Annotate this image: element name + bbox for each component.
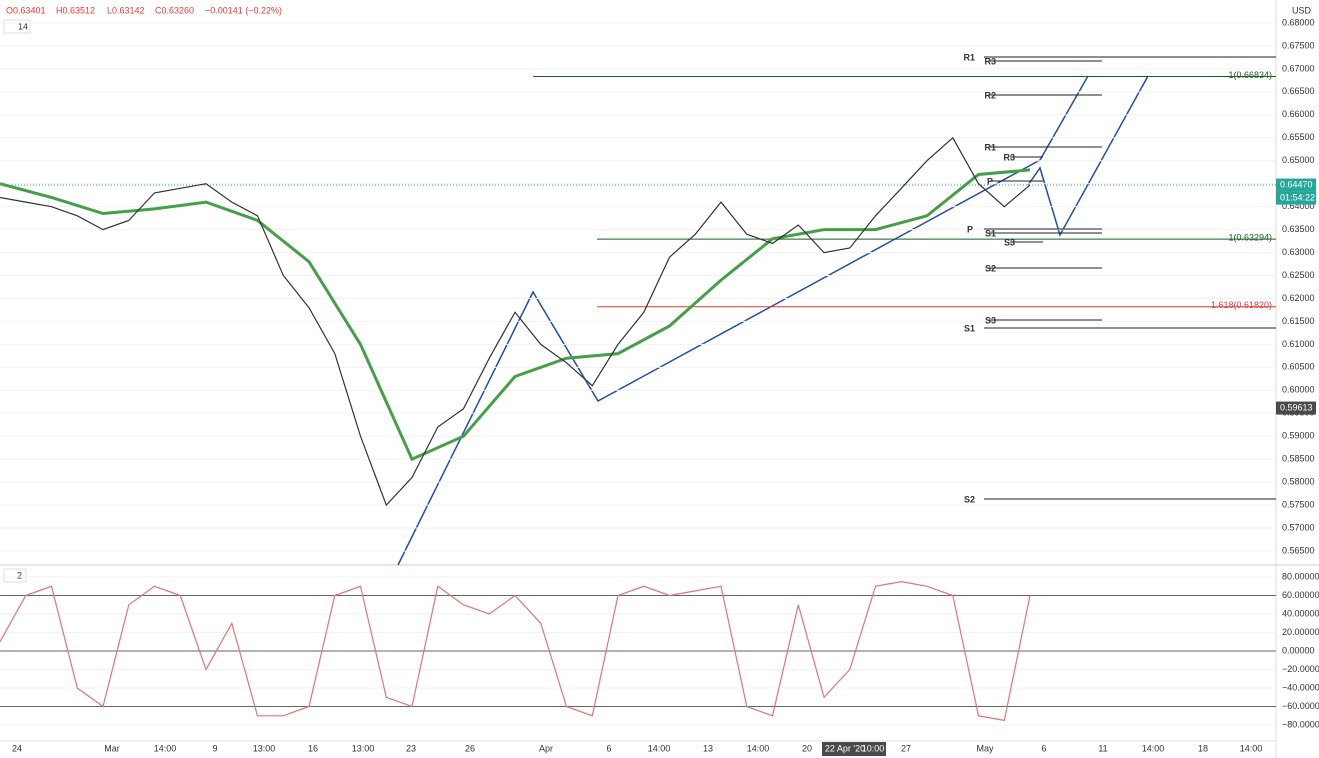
price-label: 0.68000 xyxy=(1282,17,1315,27)
time-label: 6 xyxy=(606,743,611,753)
ohlc-low: L0.63142 xyxy=(107,5,145,15)
price-label: 0.61500 xyxy=(1282,316,1315,326)
pivot-label: R3 xyxy=(984,56,996,66)
pivot-label: R2 xyxy=(984,90,996,100)
price-tag xyxy=(1276,178,1316,192)
pivot-label: S2 xyxy=(964,494,975,504)
price-label: 0.57500 xyxy=(1282,499,1315,509)
price-label: 0.58000 xyxy=(1282,477,1315,487)
price-label: 0.67500 xyxy=(1282,40,1315,50)
time-label: 13:00 xyxy=(253,743,276,753)
time-label: 20 xyxy=(802,743,812,753)
time-label: 14:00 xyxy=(1240,743,1263,753)
pivot-label: R1 xyxy=(963,52,975,62)
osc-label: 40.00000 xyxy=(1282,608,1319,618)
crosshair-time-box xyxy=(822,742,886,756)
price-label: 0.65000 xyxy=(1282,155,1315,165)
osc-label: 80.00000 xyxy=(1282,571,1319,581)
time-label: 14:00 xyxy=(747,743,770,753)
time-label: 18 xyxy=(1198,743,1208,753)
osc-label: 60.00000 xyxy=(1282,590,1319,600)
pane-label[interactable]: 14 xyxy=(18,21,28,31)
pivot-label: S3 xyxy=(1004,237,1015,247)
price-tag-label: 0.59613 xyxy=(1280,402,1313,412)
price-tag xyxy=(1276,191,1316,205)
osc-label: −60.00000 xyxy=(1282,701,1319,711)
price-label: 0.59000 xyxy=(1282,431,1315,441)
price-label: 0.62500 xyxy=(1282,270,1315,280)
time-label: May xyxy=(976,743,994,753)
pivot-label: P xyxy=(967,224,973,234)
time-label: 23 xyxy=(406,743,416,753)
pivot-label: S2 xyxy=(985,263,996,273)
time-label: 13:00 xyxy=(352,743,375,753)
price-tag xyxy=(1276,401,1316,415)
time-label: Apr xyxy=(539,743,553,753)
price-label: 0.56500 xyxy=(1282,545,1315,555)
ohlc-open: O0.63401 xyxy=(6,5,46,15)
pattern-line xyxy=(1039,75,1089,161)
pane-label-box[interactable] xyxy=(3,568,27,583)
time-label: 11 xyxy=(1098,743,1107,753)
time-label: 24 xyxy=(12,743,22,753)
time-label: 6 xyxy=(1041,743,1046,753)
price-label: 0.62000 xyxy=(1282,293,1315,303)
pivot-label: R1 xyxy=(984,142,996,152)
time-label: Mar xyxy=(104,743,120,753)
time-label: 14:00 xyxy=(154,743,177,753)
basis-series xyxy=(0,168,1031,462)
pattern-line xyxy=(397,159,1041,566)
time-label: 27 xyxy=(901,743,911,753)
pivot-label: S1 xyxy=(985,228,996,238)
price-label: 0.60000 xyxy=(1282,385,1315,395)
time-label: 14:00 xyxy=(1142,743,1165,753)
price-label: 0.57000 xyxy=(1282,522,1315,532)
osc-label: −40.00000 xyxy=(1282,682,1319,692)
price-label: 0.63500 xyxy=(1282,224,1315,234)
fib-label: 1(0.63294) xyxy=(1228,232,1272,242)
price-label: 0.63000 xyxy=(1282,247,1315,257)
pivot-label: S3 xyxy=(985,315,996,325)
price-label: 0.58500 xyxy=(1282,454,1315,464)
price-label: 0.66000 xyxy=(1282,109,1315,119)
price-label: 0.64000 xyxy=(1282,201,1315,211)
osc-series xyxy=(0,580,1031,722)
currency: USD xyxy=(1292,5,1312,15)
time-label: 9 xyxy=(212,743,217,753)
ohlc-close: C0.63260 xyxy=(155,5,194,15)
price-label: 0.60500 xyxy=(1282,362,1315,372)
osc-label: 20.00000 xyxy=(1282,627,1319,637)
ohlc-high: H0.63512 xyxy=(56,5,95,15)
osc-label: −80.00000 xyxy=(1282,719,1319,729)
price-tag-label: 01:54:22 xyxy=(1280,192,1315,202)
price-series xyxy=(0,136,1031,507)
time-label: 10:00 xyxy=(862,743,885,753)
ohlc-change: −0.00141 (−0.22%) xyxy=(205,5,282,15)
osc-label: −20.00000 xyxy=(1282,664,1319,674)
time-label: 26 xyxy=(465,743,475,753)
price-label: 0.61000 xyxy=(1282,339,1315,349)
time-label: 22 Apr '20 xyxy=(825,743,865,753)
time-label: 14:00 xyxy=(648,743,671,753)
pattern-line xyxy=(1027,75,1149,237)
price-label: 0.65500 xyxy=(1282,132,1315,142)
osc-label: 0.00000 xyxy=(1282,645,1315,655)
time-label: 16 xyxy=(308,743,318,753)
price-tag-label: 0.64470 xyxy=(1280,179,1313,189)
pivot-label: P xyxy=(987,176,993,186)
price-label: 0.67000 xyxy=(1282,63,1315,73)
pane-label[interactable]: 2 xyxy=(17,570,22,580)
pivot-label: S1 xyxy=(964,323,975,333)
fib-label: 1.618(0.61820) xyxy=(1211,300,1272,310)
fib-label: 1(0.66834) xyxy=(1228,70,1272,80)
price-label: 0.66500 xyxy=(1282,86,1315,96)
pivot-label: R3 xyxy=(1003,152,1015,162)
time-label: 13 xyxy=(703,743,713,753)
